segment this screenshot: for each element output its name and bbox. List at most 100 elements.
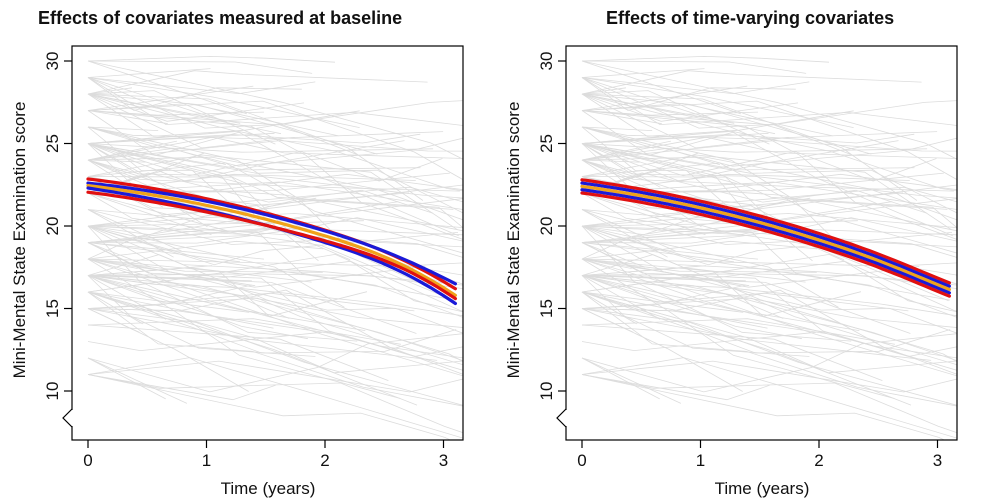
- chart-svg-baseline: Effects of covariates measured at baseli…: [10, 8, 464, 498]
- patient-trajectory: [87, 308, 463, 406]
- patient-trajectory: [581, 275, 810, 357]
- fitted-curve: [86, 184, 457, 297]
- axes: 10 15 20 25 30 0 1 2 3: [43, 45, 464, 470]
- patient-trajectory: [581, 308, 957, 357]
- patient-trajectory: [581, 103, 833, 137]
- fitted-curve: [580, 184, 951, 292]
- patient-trajectory: [581, 93, 854, 137]
- patient-trajectory: [87, 225, 463, 334]
- patient-trajectory: [581, 55, 830, 63]
- patient-trajectory: [581, 258, 895, 399]
- plot-frame: [565, 45, 958, 441]
- patient-trajectory: [87, 254, 463, 363]
- chart-panel-time-varying: Effects of time-varying covariates Mini-…: [494, 0, 987, 500]
- patient-trajectory: [87, 192, 212, 236]
- patient-trajectory: [581, 308, 957, 406]
- patient-trajectory: [581, 225, 957, 334]
- fitted-curve: [580, 178, 951, 285]
- patient-trajectory: [581, 258, 862, 317]
- patient-trajectory: [87, 275, 308, 340]
- patient-trajectory: [87, 70, 428, 95]
- fitted-curve: [86, 181, 457, 286]
- patient-trajectory: [87, 87, 133, 95]
- patient-trajectory: [581, 192, 706, 236]
- patient-trajectory: [87, 140, 405, 182]
- patient-trajectory: [581, 143, 957, 199]
- patient-trajectory: [581, 93, 789, 149]
- x-tick-label: 0: [83, 451, 92, 470]
- patient-trajectory: [87, 126, 159, 131]
- patient-trajectory: [581, 60, 807, 74]
- chart-panel-baseline: Effects of covariates measured at baseli…: [0, 0, 493, 500]
- y-tick-label: 10: [43, 382, 62, 401]
- patient-trajectory: [581, 275, 802, 340]
- patient-trajectory: [87, 126, 160, 149]
- patient-trajectory: [87, 240, 324, 260]
- fitted-curve: [580, 191, 951, 298]
- patient-trajectory: [581, 374, 770, 401]
- patient-trajectory: [581, 77, 721, 123]
- patient-trajectory: [87, 273, 463, 290]
- patient-trajectory: [581, 291, 637, 325]
- y-axis-label: Mini-Mental State Examination score: [504, 102, 523, 379]
- x-tick-label: 1: [202, 451, 211, 470]
- patient-trajectory: [87, 308, 463, 357]
- patient-trajectory: [87, 217, 463, 244]
- chart-title: Effects of time-varying covariates: [606, 8, 894, 28]
- patient-trajectory: [87, 209, 463, 248]
- patient-trajectory: [87, 159, 460, 192]
- patient-trajectory: [581, 77, 957, 126]
- patient-trajectory: [87, 126, 255, 225]
- y-tick-label: 25: [537, 134, 556, 153]
- patient-trajectory: [87, 130, 459, 237]
- background-trajectories: [581, 55, 957, 440]
- patient-trajectory: [581, 126, 653, 131]
- patient-trajectory: [581, 87, 627, 95]
- patient-trajectory: [87, 242, 265, 260]
- patient-trajectory: [581, 333, 957, 393]
- patient-trajectory: [87, 156, 463, 221]
- y-tick-label: 30: [43, 52, 62, 71]
- patient-trajectory: [87, 143, 167, 188]
- patient-trajectory: [581, 126, 957, 167]
- y-tick-label: 25: [43, 134, 62, 153]
- patient-trajectory: [87, 136, 463, 161]
- patient-trajectory: [87, 374, 452, 440]
- patient-trajectory: [87, 143, 421, 171]
- patient-trajectory: [87, 93, 305, 122]
- axis-break-icon: [62, 408, 73, 428]
- patient-trajectory: [87, 308, 140, 333]
- patient-trajectory: [581, 126, 749, 225]
- patient-trajectory: [581, 273, 957, 290]
- patient-trajectory: [87, 291, 457, 354]
- patient-trajectory: [581, 324, 883, 381]
- patient-trajectory: [581, 77, 852, 155]
- patient-trajectory: [581, 77, 796, 111]
- patient-trajectory: [87, 217, 351, 261]
- patient-trajectory: [87, 258, 401, 399]
- x-axis-label: Time (years): [221, 479, 316, 498]
- x-tick-label: 3: [439, 451, 448, 470]
- patient-trajectory: [581, 156, 957, 221]
- patient-trajectory: [87, 110, 168, 125]
- patient-trajectory: [87, 291, 463, 407]
- y-tick-label: 10: [537, 382, 556, 401]
- patient-trajectory: [581, 143, 915, 171]
- plot-frame: [71, 45, 464, 441]
- x-tick-label: 2: [320, 451, 329, 470]
- patient-trajectory: [581, 374, 946, 440]
- patient-trajectory: [581, 140, 899, 182]
- fitted-curve: [580, 188, 951, 295]
- x-tick-label: 3: [933, 451, 942, 470]
- patient-trajectory: [87, 275, 417, 334]
- patient-trajectory: [87, 93, 424, 201]
- patient-trajectory: [581, 85, 748, 111]
- patient-trajectory: [581, 374, 957, 434]
- patient-trajectory: [87, 143, 244, 185]
- patient-trajectory: [87, 60, 248, 115]
- patient-trajectory: [87, 140, 177, 161]
- patient-trajectory: [581, 275, 957, 317]
- patient-trajectory: [87, 291, 250, 313]
- patient-trajectory: [581, 133, 915, 144]
- patient-trajectory: [581, 258, 957, 267]
